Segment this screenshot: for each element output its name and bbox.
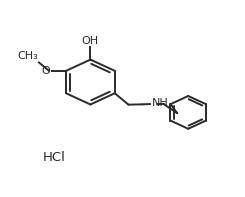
Text: CH₃: CH₃ <box>17 51 38 61</box>
Text: O: O <box>42 66 50 76</box>
Text: HCl: HCl <box>42 151 65 164</box>
Text: OH: OH <box>82 36 99 46</box>
Text: NH: NH <box>152 98 169 108</box>
